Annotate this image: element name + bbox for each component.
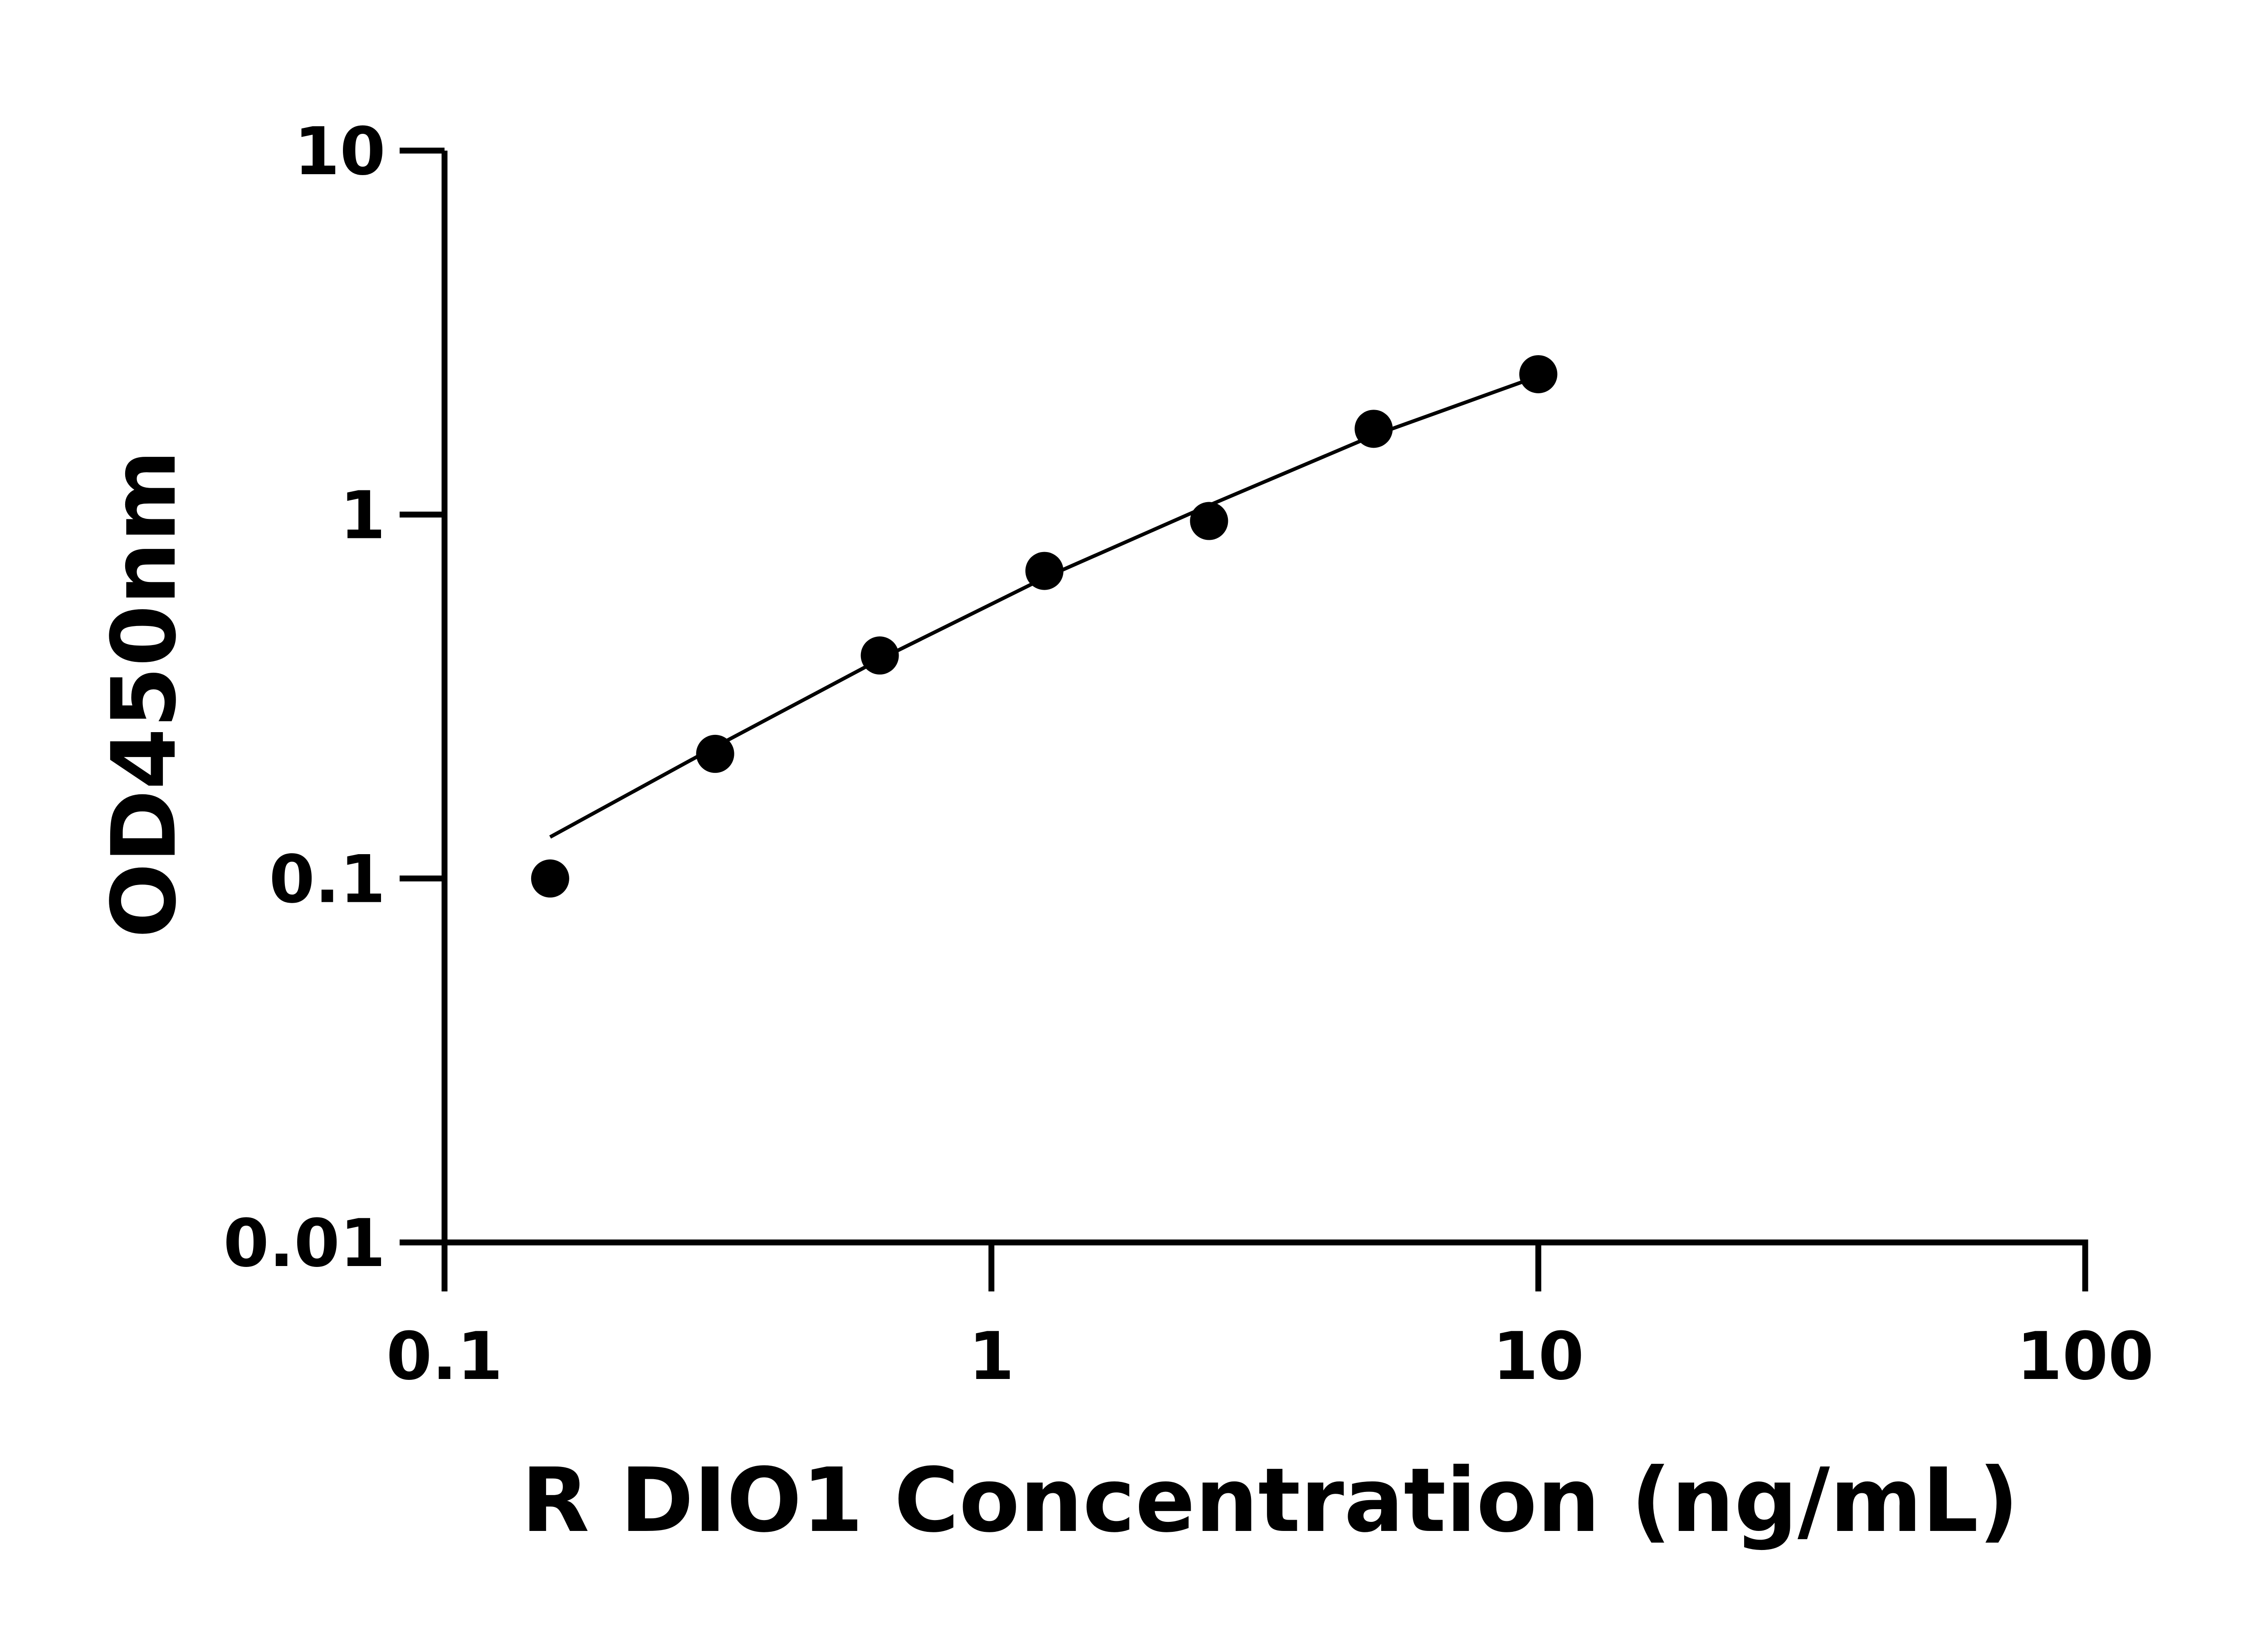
y-tick-label: 0.1 [269,841,386,918]
data-points [531,355,1558,898]
data-point [531,859,569,898]
data-point [1190,502,1228,540]
y-tick-label: 1 [340,477,386,554]
y-axis-label: OD450nm [93,450,196,939]
x-tick-label: 1 [968,1318,1014,1395]
data-point [860,636,899,675]
y-tick-label: 10 [294,113,386,190]
x-tick-label: 0.1 [386,1318,503,1395]
x-tick-label: 10 [1492,1318,1584,1395]
data-point [696,734,734,773]
data-point [1354,410,1393,448]
x-axis-label: R DIO1 Concentration (ng/mL) [521,1449,2019,1552]
data-point [1519,355,1558,393]
fit-curve-layer [549,374,1539,839]
fit-curve [549,374,1539,839]
data-point [1025,552,1064,590]
axes [400,151,2088,1246]
x-tick-label: 100 [2017,1318,2154,1395]
y-tick-label: 0.01 [223,1205,386,1282]
